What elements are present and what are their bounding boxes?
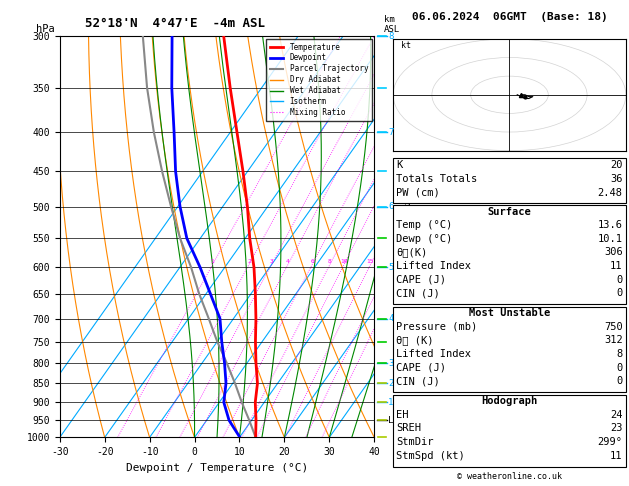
Text: Surface: Surface — [487, 207, 532, 217]
Text: 1: 1 — [211, 260, 214, 264]
Text: Most Unstable: Most Unstable — [469, 308, 550, 318]
Text: EH: EH — [396, 410, 409, 420]
Text: Dewp (°C): Dewp (°C) — [396, 234, 452, 244]
Legend: Temperature, Dewpoint, Parcel Trajectory, Dry Adiabat, Wet Adiabat, Isotherm, Mi: Temperature, Dewpoint, Parcel Trajectory… — [266, 39, 372, 121]
Text: 2: 2 — [247, 260, 251, 264]
Text: Lifted Index: Lifted Index — [396, 349, 471, 359]
Text: 52°18'N  4°47'E  -4m ASL: 52°18'N 4°47'E -4m ASL — [85, 17, 265, 31]
Text: 0: 0 — [616, 275, 623, 285]
Text: PW (cm): PW (cm) — [396, 188, 440, 198]
Text: 4: 4 — [286, 260, 290, 264]
Text: 2.48: 2.48 — [598, 188, 623, 198]
Text: km
ASL: km ASL — [384, 15, 400, 34]
Text: 7: 7 — [388, 128, 394, 137]
Text: CIN (J): CIN (J) — [396, 288, 440, 298]
Text: 11: 11 — [610, 451, 623, 461]
Text: Mixing Ratio (g/kg): Mixing Ratio (g/kg) — [404, 192, 413, 294]
Text: 10.1: 10.1 — [598, 234, 623, 244]
Text: StmSpd (kt): StmSpd (kt) — [396, 451, 465, 461]
Text: 312: 312 — [604, 335, 623, 346]
Text: 06.06.2024  06GMT  (Base: 18): 06.06.2024 06GMT (Base: 18) — [411, 12, 608, 22]
Text: StmDir: StmDir — [396, 437, 434, 447]
Text: Totals Totals: Totals Totals — [396, 174, 477, 184]
Text: K: K — [396, 160, 403, 171]
Text: 8: 8 — [328, 260, 331, 264]
Text: 3: 3 — [270, 260, 274, 264]
Text: 10: 10 — [340, 260, 348, 264]
Text: 8: 8 — [388, 32, 394, 41]
Text: 6: 6 — [310, 260, 314, 264]
X-axis label: Dewpoint / Temperature (°C): Dewpoint / Temperature (°C) — [126, 463, 308, 473]
Text: Temp (°C): Temp (°C) — [396, 220, 452, 230]
Text: 306: 306 — [604, 247, 623, 258]
Text: 0: 0 — [616, 363, 623, 373]
Text: 24: 24 — [610, 410, 623, 420]
Text: 5: 5 — [388, 263, 394, 272]
Text: Pressure (mb): Pressure (mb) — [396, 322, 477, 332]
Text: LCL: LCL — [388, 416, 404, 425]
Text: 299°: 299° — [598, 437, 623, 447]
Text: 13.6: 13.6 — [598, 220, 623, 230]
Text: 15: 15 — [367, 260, 374, 264]
Text: CAPE (J): CAPE (J) — [396, 275, 446, 285]
Text: 20: 20 — [610, 160, 623, 171]
Text: 8: 8 — [616, 349, 623, 359]
Text: 4: 4 — [388, 314, 394, 323]
Text: 6: 6 — [388, 202, 394, 211]
Text: © weatheronline.co.uk: © weatheronline.co.uk — [457, 472, 562, 481]
Text: CIN (J): CIN (J) — [396, 376, 440, 386]
Text: θᴇ(K): θᴇ(K) — [396, 247, 428, 258]
Text: Hodograph: Hodograph — [481, 396, 538, 406]
Text: 23: 23 — [610, 423, 623, 434]
Text: 36: 36 — [610, 174, 623, 184]
Text: SREH: SREH — [396, 423, 421, 434]
Text: Lifted Index: Lifted Index — [396, 261, 471, 271]
Text: 11: 11 — [610, 261, 623, 271]
Text: kt: kt — [401, 41, 411, 50]
Text: θᴇ (K): θᴇ (K) — [396, 335, 434, 346]
Text: CAPE (J): CAPE (J) — [396, 363, 446, 373]
Text: 750: 750 — [604, 322, 623, 332]
Text: 0: 0 — [616, 376, 623, 386]
Text: 3: 3 — [388, 359, 394, 367]
Text: 2: 2 — [388, 379, 394, 388]
Text: 1: 1 — [388, 398, 394, 407]
Text: hPa: hPa — [36, 24, 55, 35]
Text: 0: 0 — [616, 288, 623, 298]
